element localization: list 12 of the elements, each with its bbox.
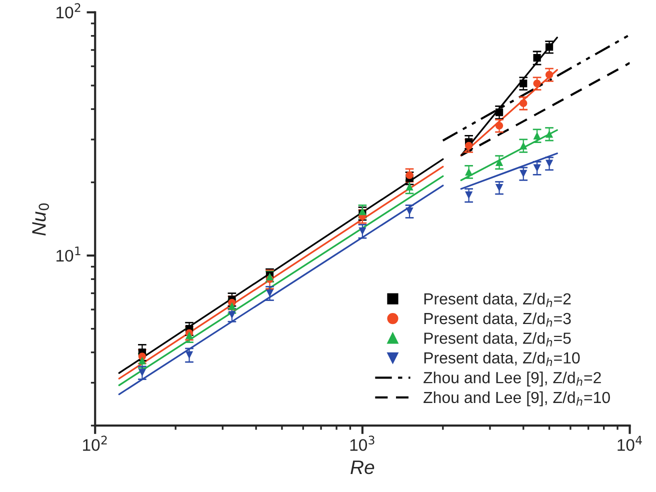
y-tick-label: 10$^{1}$: [56, 246, 80, 262]
legend-label: Zhou and Lee [9], Z/d$_{h}$=2: [424, 372, 601, 386]
legend-label: Zhou and Lee [9], Z/d$_{h}$=10: [424, 391, 610, 406]
legend-label: Present data, Z/d$_{h}$=3: [424, 312, 571, 327]
legend-label: Present data, Z/d$_{h}$=10: [424, 352, 580, 366]
x-tick-label: 10$^{3}$: [350, 436, 374, 451]
legend-label: Present data, Z/d$_{h}$=2: [424, 292, 571, 307]
legend-label: Present data, Z/d$_{h}$=5: [424, 332, 571, 346]
x-tick-label: 10$^{2}$: [83, 436, 107, 451]
x-axis-title: Re: [350, 460, 374, 474]
x-tick-label: 10$^{4}$: [618, 436, 642, 451]
y-axis-title: Nu$_{0}$: [32, 203, 50, 236]
